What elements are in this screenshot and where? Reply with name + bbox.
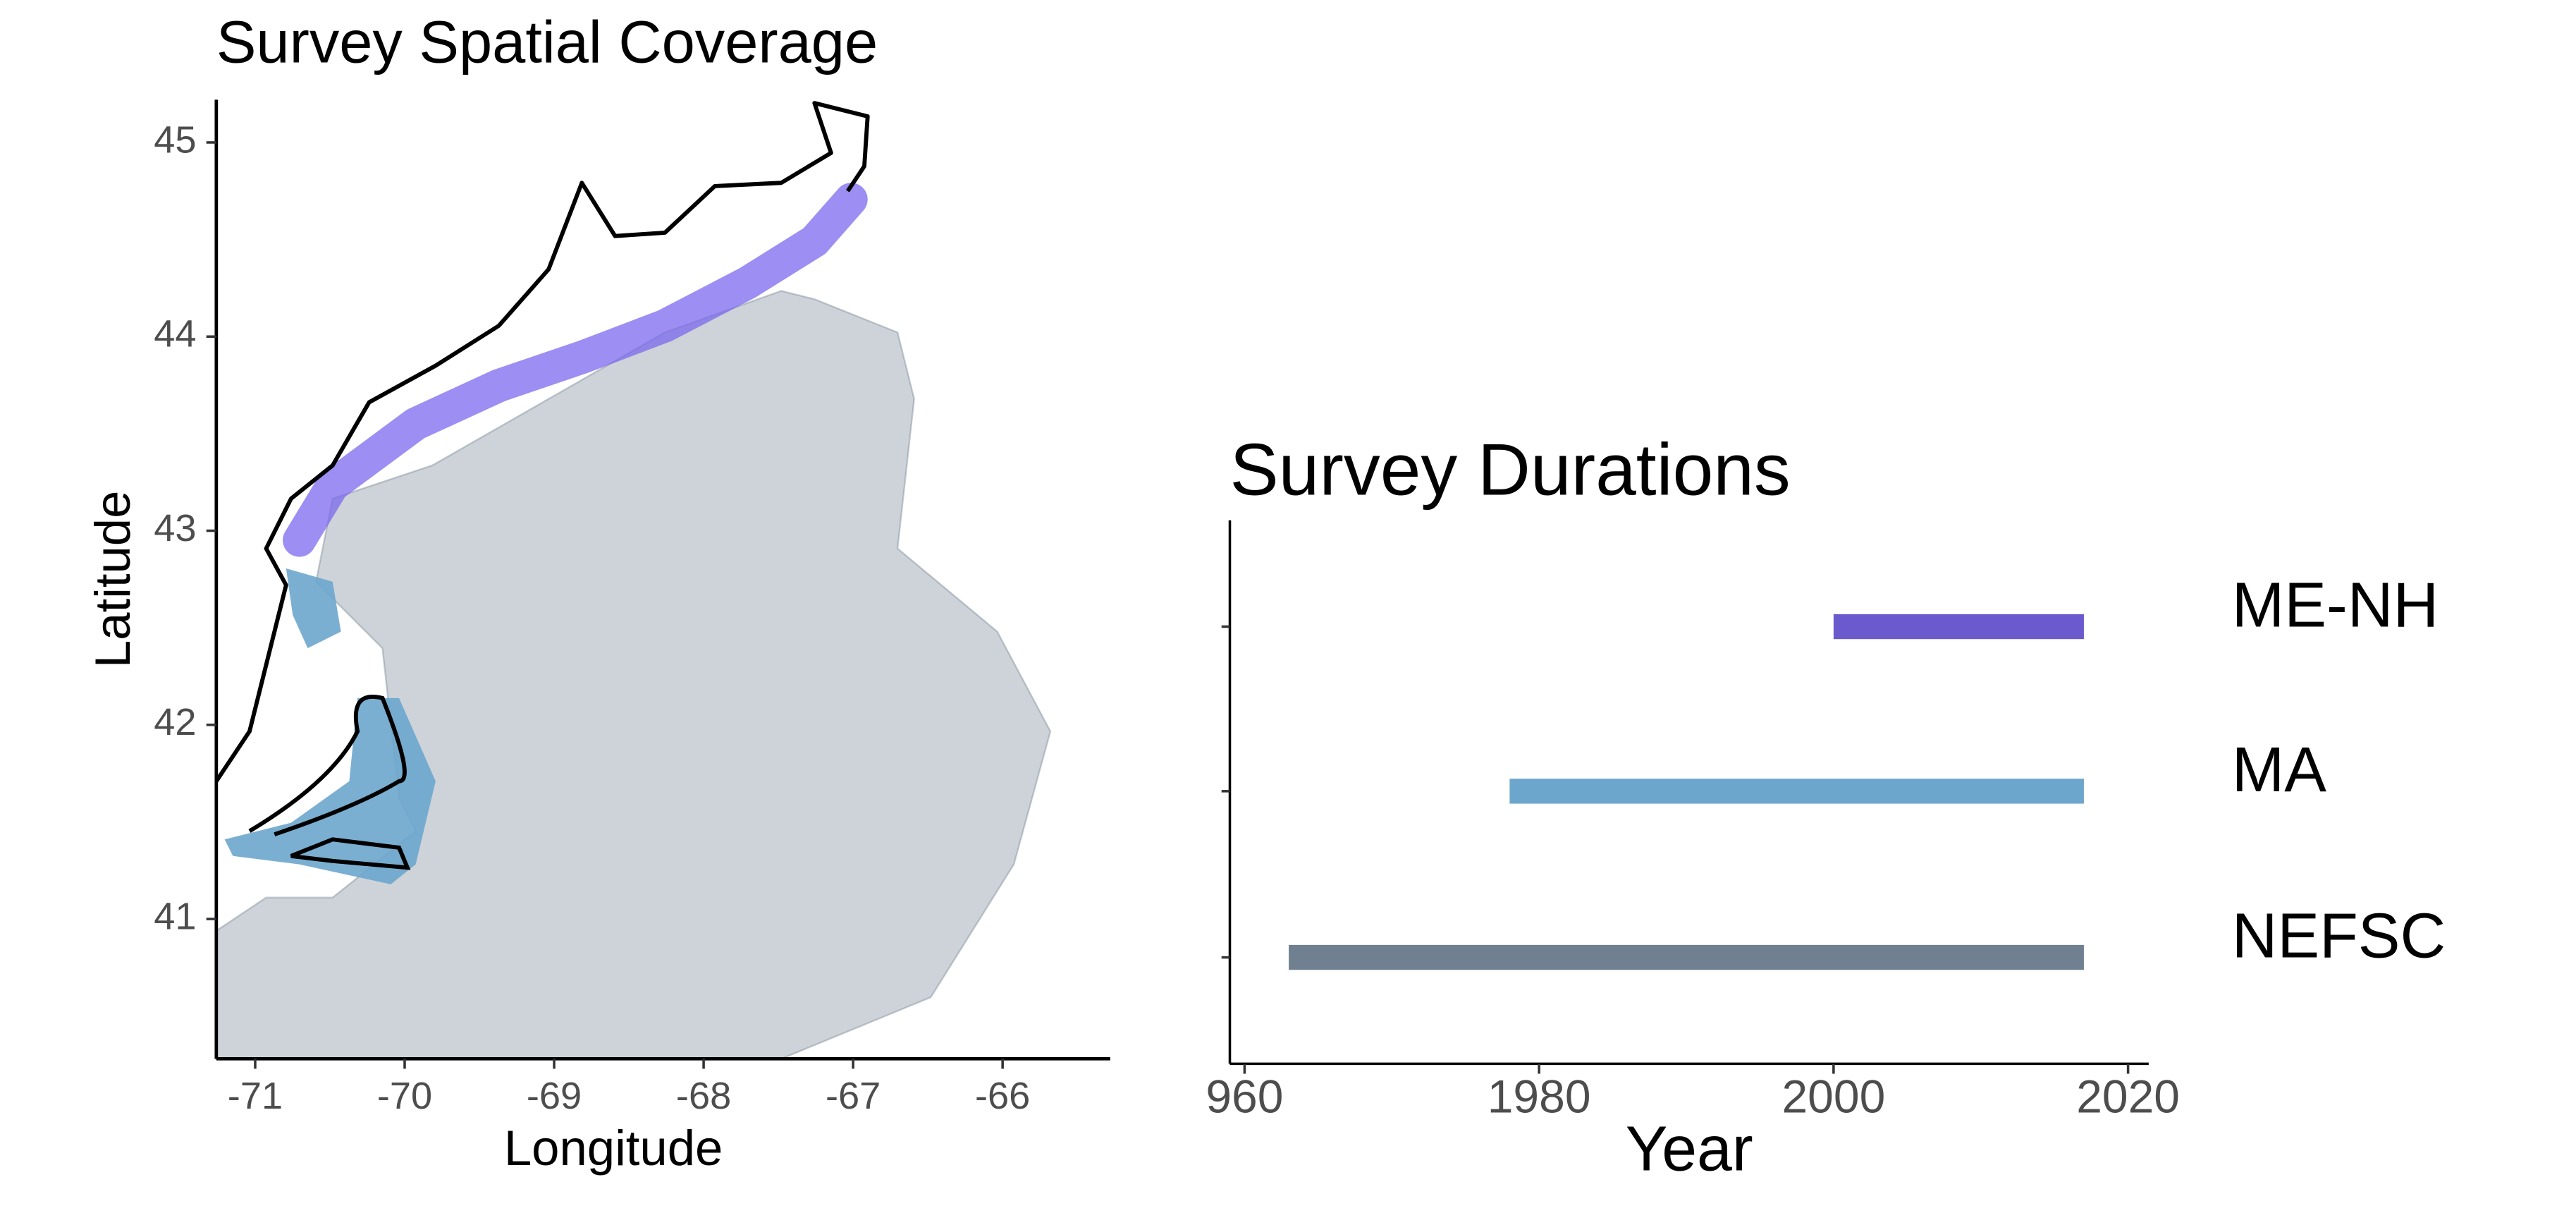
x-tick-label: -68 [676,1075,731,1117]
duration-bar [1833,614,2084,640]
x-axis-label: Year [1626,1113,1753,1183]
map-chart: Survey Spatial Coverage -71 -70 -69 -68 -67 -6… [85,8,1110,1176]
x-tick-label: 1980 [1488,1071,1591,1123]
chart-title: Survey Spatial Coverage [216,8,878,75]
y-tick-label: 42 [154,701,196,743]
y-tick-label: 44 [154,313,196,355]
x-axis-label: Longitude [504,1120,723,1176]
y-axis-label: Latitude [85,491,140,669]
y-tick-label: 43 [154,507,196,549]
y-tick-label: 41 [154,895,196,937]
x-tick-label: -67 [826,1075,881,1117]
x-tick-label: 960 [1206,1071,1283,1123]
ma-coverage [224,568,436,884]
category-label: ME-NH [2232,570,2439,640]
coastline [214,101,870,783]
x-tick-label: -70 [377,1075,432,1117]
duration-bar [1509,779,2084,804]
x-tick-label: 2000 [1781,1071,1885,1123]
me-nh-coverage [283,183,868,557]
x-tick-label: 2020 [2076,1071,2180,1123]
category-label: MA [2232,734,2327,805]
chart-title: Survey Durations [1230,428,1791,510]
map-layer [214,101,1052,1060]
x-tick-label: -71 [228,1075,283,1117]
x-tick-label: -66 [975,1075,1030,1117]
duration-chart: Survey Durations 960 1980 2000 2020 ME-NH MA NE… [1206,428,2446,1183]
category-label: NEFSC [2232,901,2446,971]
duration-bar [1289,944,2084,970]
x-tick-label: -69 [527,1075,582,1117]
y-tick-label: 45 [154,118,196,161]
nefsc-coverage [215,290,1052,1060]
cape-cod [248,695,411,870]
